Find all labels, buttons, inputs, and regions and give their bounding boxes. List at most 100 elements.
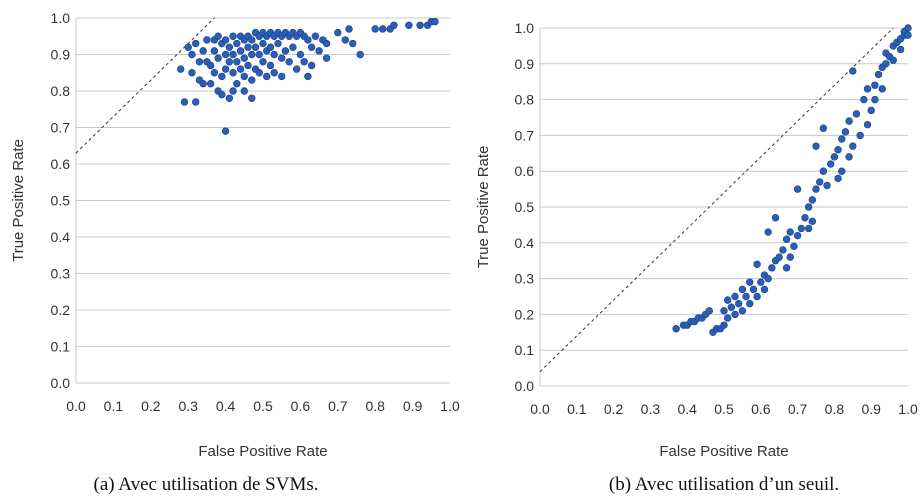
chart-b-data-point: [738, 307, 747, 315]
chart-a-data-point: [244, 61, 252, 70]
chart-a-data-point: [233, 58, 241, 66]
chart-a-data-point: [225, 43, 234, 51]
chart-b-data-point: [746, 299, 754, 308]
chart-b-x-tick-label: 0.3: [641, 401, 661, 417]
chart-b-data-point: [760, 285, 769, 294]
chart-a-data-point: [251, 43, 260, 51]
chart-a-data-point: [322, 54, 331, 62]
chart-a-x-tick-label: 0.4: [216, 398, 236, 414]
chart-b-data-point: [764, 228, 772, 236]
chart-b-x-tick-label: 1.0: [898, 401, 918, 417]
chart-b-x-tick-label: 0.2: [604, 401, 624, 417]
chart-b-data-point: [819, 124, 828, 132]
chart-b-data-point: [889, 56, 897, 64]
chart-a-data-point: [322, 39, 331, 48]
chart-a-data-point: [263, 72, 271, 81]
chart-b-data-point: [790, 242, 798, 251]
chart-a-data-point: [274, 39, 282, 48]
chart-b-data-point: [852, 110, 861, 118]
chart-b-data-point: [764, 274, 772, 283]
chart-a-data-point: [195, 58, 204, 66]
chart-a-y-tick-label: 0.3: [51, 266, 71, 282]
chart-b-data-point: [782, 235, 791, 243]
chart-b-x-ticks: 0.0 0.1 0.2 0.3 0.4 0.5 0.6 0.7 0.8 0.9 1.0: [530, 401, 918, 417]
chart-a-data-point: [390, 21, 398, 29]
chart-a-data-point: [240, 54, 249, 62]
chart-b-y-ticks: 0.0 0.1 0.2 0.3 0.4 0.5 0.6 0.7 0.8 0.9 1.0: [515, 20, 535, 394]
chart-a-data-point: [206, 61, 215, 70]
chart-a-data-point: [285, 58, 293, 66]
chart-b-data-point: [753, 260, 761, 268]
chart-a-data-point: [229, 50, 237, 59]
chart-a-x-tick-label: 0.9: [403, 398, 423, 414]
chart-a-data-point: [349, 39, 357, 48]
chart-b-x-tick-label: 0.4: [677, 401, 697, 417]
chart-b-data-point: [830, 153, 839, 161]
chart-a-reference-line: [75, 17, 215, 154]
chart-a-data-point: [236, 65, 245, 73]
chart-a-data-point: [233, 79, 241, 88]
chart-b-y-tick-label: 0.0: [515, 378, 535, 394]
chart-b-points: [672, 24, 912, 336]
chart-a-data-point: [184, 43, 192, 51]
chart-b-data-point: [867, 106, 875, 115]
chart-b-data-point: [786, 228, 794, 236]
chart-a-data-point: [307, 61, 316, 70]
chart-a-data-point: [199, 79, 207, 88]
chart-b-data-point: [757, 278, 765, 286]
chart-a-y-tick-label: 1.0: [51, 10, 71, 26]
chart-b-data-point: [815, 178, 824, 186]
chart-b-data-point: [731, 310, 739, 319]
chart-a-x-tick-label: 0.0: [66, 398, 86, 414]
chart-a-x-tick-label: 0.3: [178, 398, 198, 414]
chart-a-data-point: [278, 72, 286, 81]
chart-a-data-point: [292, 65, 301, 73]
chart-b-data-point: [860, 95, 868, 104]
chart-a-points: [177, 17, 439, 135]
chart-a-data-point: [300, 58, 308, 66]
chart-a-data-point: [431, 17, 439, 26]
chart-b-y-tick-label: 0.2: [515, 306, 535, 322]
chart-b-data-point: [735, 299, 743, 308]
chart-b-data-point: [771, 214, 780, 222]
chart-a-data-point: [180, 98, 189, 106]
chart-a-data-point: [188, 69, 196, 77]
chart-b: 0.0 0.1 0.2 0.3 0.4 0.5 0.6 0.7 0.8 0.9 1.0 0.0 0.1…: [475, 20, 918, 495]
chart-a-data-point: [214, 32, 222, 40]
chart-a-data-point: [289, 43, 297, 51]
chart-b-data-point: [871, 81, 879, 89]
chart-a-data-point: [233, 39, 241, 48]
chart-a-data-point: [259, 58, 267, 66]
chart-a-data-point: [218, 72, 226, 81]
chart-b-y-tick-label: 0.3: [515, 271, 535, 287]
chart-a-data-point: [191, 39, 200, 48]
chart-b-data-point: [801, 214, 809, 222]
chart-b-data-point: [804, 224, 813, 233]
chart-a-data-point: [304, 72, 312, 81]
chart-b-x-axis-label: False Positive Rate: [659, 443, 788, 460]
chart-b-data-point: [779, 246, 787, 254]
chart-a-data-point: [255, 69, 263, 77]
chart-b-data-point: [863, 120, 872, 129]
chart-a-data-point: [311, 32, 320, 40]
chart-a-data-point: [240, 72, 249, 81]
chart-b-data-point: [882, 60, 890, 68]
chart-a-y-tick-label: 0.2: [51, 302, 71, 318]
chart-b-data-point: [804, 203, 813, 211]
chart-a-data-point: [304, 36, 312, 44]
chart-a-y-tick-label: 0.5: [51, 193, 71, 209]
chart-b-data-point: [793, 185, 802, 193]
chart-b-data-point: [782, 264, 791, 272]
chart-a-data-point: [259, 39, 267, 48]
chart-a-data-point: [315, 47, 323, 55]
chart-b-data-point: [746, 278, 754, 286]
chart-b-data-point: [838, 135, 846, 143]
chart-a-data-point: [416, 21, 424, 29]
chart-a-caption: (a) Avec utilisation de SVMs.: [94, 474, 319, 495]
chart-b-data-point: [871, 95, 879, 104]
chart-b-data-point: [768, 264, 776, 272]
chart-a-y-tick-label: 0.0: [51, 375, 71, 391]
chart-b-data-point: [896, 45, 905, 54]
chart-b-data-point: [720, 307, 728, 315]
